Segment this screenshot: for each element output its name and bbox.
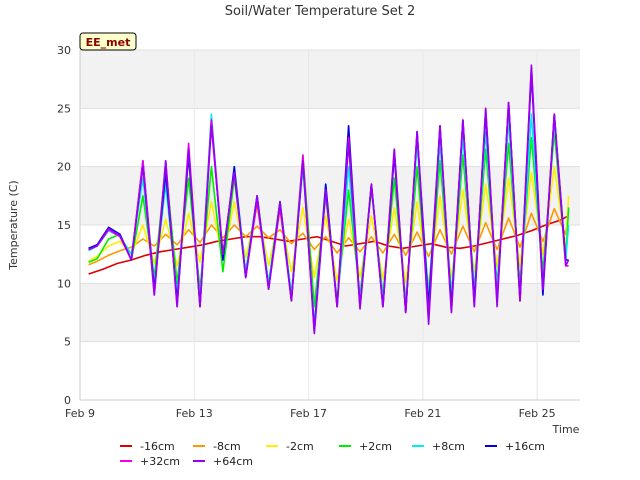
station-badge-label: EE_met: [86, 36, 131, 49]
legend-label: -8cm: [213, 440, 241, 453]
y-axis-label: Temperature (C): [7, 180, 20, 270]
series-line: [88, 64, 570, 335]
y-tick-label: 0: [64, 394, 71, 407]
station-badge-box: [79, 32, 137, 51]
legend-label: +2cm: [359, 440, 392, 453]
plot-band: [80, 50, 580, 109]
y-tick-label: 10: [57, 277, 71, 290]
y-tick-label: 5: [64, 336, 71, 349]
x-tick-label: Feb 17: [290, 407, 327, 420]
y-tick-label: 30: [57, 44, 71, 57]
series-layer: [88, 64, 570, 335]
x-tick-label: Feb 9: [65, 407, 95, 420]
station-badge: EE_met: [79, 32, 137, 51]
x-tick-label: Feb 25: [519, 407, 556, 420]
legend-label: +32cm: [140, 455, 180, 468]
x-tick-label: Feb 13: [176, 407, 213, 420]
legend-label: -2cm: [286, 440, 314, 453]
y-tick-label: 15: [57, 219, 71, 232]
legend-label: +16cm: [505, 440, 545, 453]
legend-label: -16cm: [140, 440, 175, 453]
y-tick-label: 25: [57, 102, 71, 115]
legend: -16cm -8cm -2cm +2cm +8cm +16cm +32cm +64cm: [120, 440, 545, 468]
grid-lines: [79, 49, 580, 401]
y-tick-label: 20: [57, 161, 71, 174]
x-tick-label: Feb 21: [404, 407, 441, 420]
x-axis-label: Time: [552, 423, 580, 436]
legend-label: +64cm: [213, 455, 253, 468]
chart-title: Soil/Water Temperature Set 2: [225, 4, 416, 19]
legend-label: +8cm: [432, 440, 465, 453]
axis-ticks: 0 5 10 15 20 25 30 Feb 9 Feb 13 Feb 17 Feb 21 Feb 2…: [57, 44, 556, 420]
